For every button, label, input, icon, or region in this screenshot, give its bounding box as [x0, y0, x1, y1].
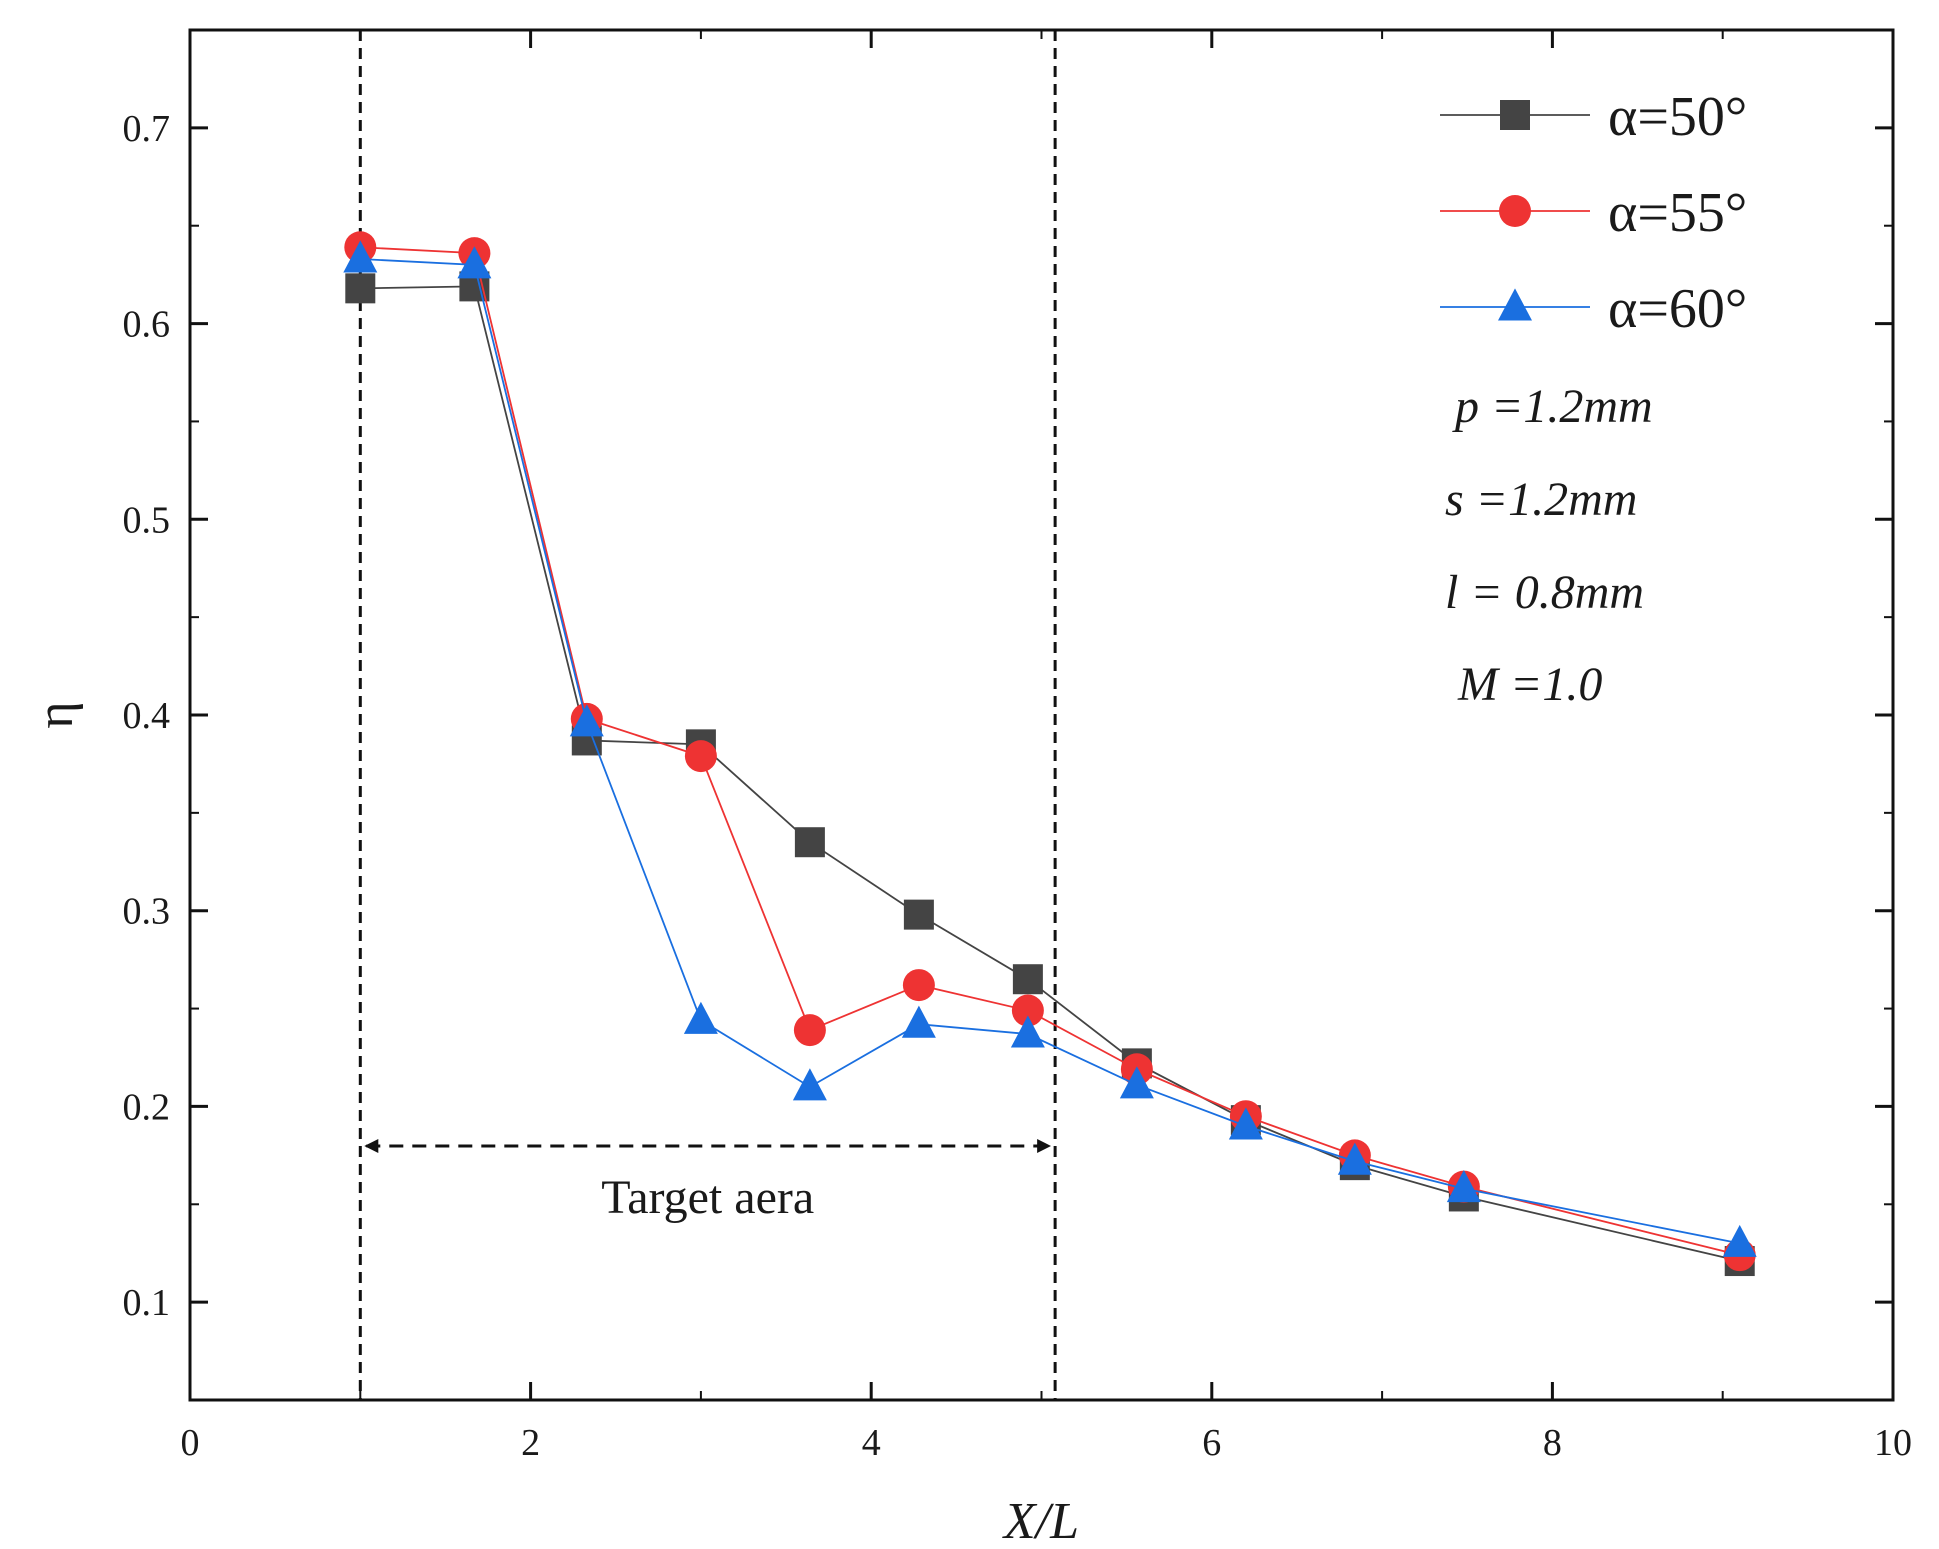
- data-point: [901, 1005, 936, 1038]
- x-tick-label: 8: [1543, 1422, 1562, 1464]
- y-tick-label: 0.6: [123, 304, 171, 346]
- param-l: l = 0.8mm: [1445, 566, 1644, 619]
- legend-marker: [1499, 195, 1531, 227]
- legend-marker: [1500, 100, 1530, 130]
- series-line: [360, 258, 1740, 1245]
- data-point: [902, 969, 935, 1002]
- legend-marker: [1498, 288, 1532, 321]
- legend-item: α=50°: [1440, 86, 1747, 148]
- series-line: [360, 285, 1740, 1262]
- x-tick-label: 0: [181, 1422, 200, 1464]
- data-point: [345, 273, 376, 304]
- data-point: [903, 899, 934, 930]
- data-point: [1119, 1066, 1154, 1099]
- param-s: s =1.2mm: [1445, 473, 1637, 526]
- y-axis-title: η: [27, 701, 84, 728]
- data-point: [794, 827, 825, 858]
- legend: α=50° α=55° α=60°: [1440, 86, 1747, 340]
- data-point: [1011, 994, 1044, 1027]
- param-m: M =1.0: [1457, 658, 1602, 711]
- legend-item: α=60°: [1440, 278, 1747, 340]
- y-tick-label: 0.5: [123, 499, 171, 541]
- data-point: [1446, 1170, 1481, 1203]
- plot-frame: [188, 28, 1895, 1402]
- data-point: [457, 246, 492, 279]
- data-point: [1012, 964, 1043, 995]
- x-tick-label: 2: [521, 1422, 540, 1464]
- data-point: [683, 1001, 718, 1034]
- data-point: [684, 740, 717, 773]
- legend-item: α=55°: [1440, 182, 1747, 244]
- data-point: [1228, 1107, 1263, 1140]
- y-tick-label: 0.4: [123, 695, 171, 737]
- legend-label: α=50°: [1608, 86, 1747, 148]
- data-point: [792, 1068, 827, 1101]
- y-tick-labels: 0.1 0.2 0.3 0.4 0.5 0.6 0.7: [123, 108, 171, 1324]
- x-tick-labels: 0 2 4 6 8 10: [181, 1422, 1913, 1464]
- y-tick-label: 0.2: [123, 1086, 171, 1128]
- x-axis-title: X/L: [1002, 1493, 1079, 1549]
- data-point: [343, 240, 378, 273]
- y-tick-label: 0.7: [123, 108, 171, 150]
- legend-label: α=55°: [1608, 182, 1747, 244]
- reference-lines: [358, 30, 1057, 1400]
- series-line: [360, 246, 1740, 1257]
- param-p: p =1.2mm: [1452, 380, 1653, 433]
- parameter-annotations: p =1.2mm s =1.2mm l = 0.8mm M =1.0: [1445, 380, 1653, 711]
- x-tick-label: 10: [1874, 1422, 1912, 1464]
- target-area-annotation: Target aera: [364, 1139, 1052, 1224]
- data-point: [793, 1014, 826, 1047]
- data-point: [569, 704, 604, 737]
- target-area-label: Target aera: [601, 1171, 814, 1224]
- legend-label: α=60°: [1608, 278, 1747, 340]
- x-tick-label: 4: [862, 1422, 881, 1464]
- data-point: [1337, 1142, 1372, 1175]
- data-point: [1722, 1224, 1757, 1257]
- y-tick-label: 0.1: [123, 1282, 171, 1324]
- x-tick-label: 6: [1202, 1422, 1221, 1464]
- y-tick-label: 0.3: [123, 891, 171, 933]
- series-layer: [343, 231, 1757, 1277]
- series-3: [343, 240, 1757, 1257]
- data-point: [1010, 1015, 1045, 1048]
